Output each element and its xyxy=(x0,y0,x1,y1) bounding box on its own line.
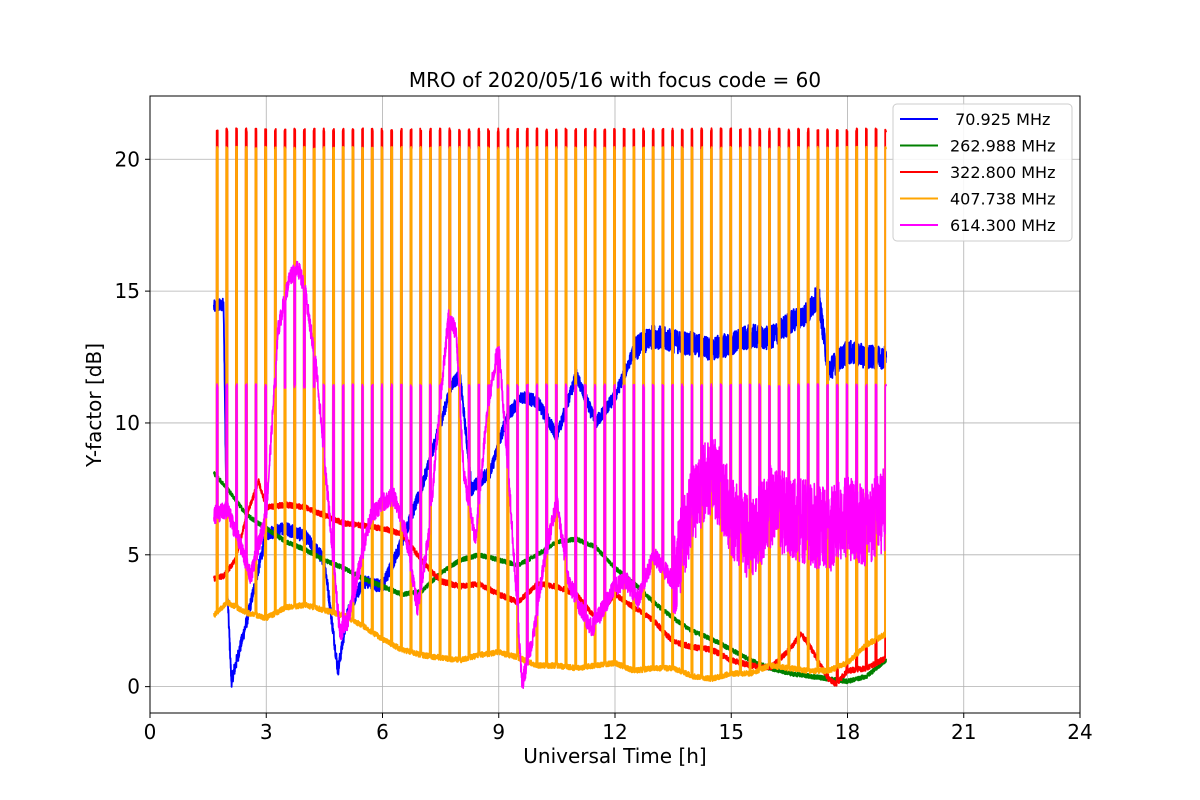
legend-label: 407.738 MHz xyxy=(950,190,1055,209)
x-tick-label: 18 xyxy=(835,720,860,744)
x-tick-label: 9 xyxy=(492,720,505,744)
legend-label: 322.800 MHz xyxy=(950,163,1055,182)
chart-title: MRO of 2020/05/16 with focus code = 60 xyxy=(409,68,821,92)
series-layer xyxy=(213,127,888,690)
y-axis-label: Y-factor [dB] xyxy=(82,343,106,468)
legend-label: 70.925 MHz xyxy=(950,110,1050,129)
x-tick-label: 24 xyxy=(1067,720,1092,744)
x-tick-label: 21 xyxy=(951,720,976,744)
ticks: 0 3 6 9 12 15 18 21 24 0 5 10 15 20 xyxy=(115,147,1093,744)
y-tick-label: 10 xyxy=(115,411,140,435)
y-tick-label: 15 xyxy=(115,279,140,303)
x-axis-label: Universal Time [h] xyxy=(523,744,706,768)
x-tick-label: 12 xyxy=(602,720,627,744)
series-line xyxy=(213,281,888,688)
series-line xyxy=(213,260,887,690)
legend: 70.925 MHz 262.988 MHz 322.800 MHz 407.738 … xyxy=(892,103,1073,242)
legend-entries: 70.925 MHz 262.988 MHz 322.800 MHz 407.738 … xyxy=(900,110,1055,235)
x-tick-label: 15 xyxy=(719,720,744,744)
x-tick-label: 0 xyxy=(144,720,157,744)
x-tick-label: 6 xyxy=(376,720,389,744)
y-tick-label: 20 xyxy=(115,147,140,171)
y-tick-label: 5 xyxy=(127,543,140,567)
y-tick-label: 0 xyxy=(127,675,140,699)
x-tick-label: 3 xyxy=(260,720,273,744)
legend-label: 262.988 MHz xyxy=(950,137,1055,156)
series-line xyxy=(213,145,887,682)
legend-label: 614.300 MHz xyxy=(950,216,1055,235)
plot-area xyxy=(213,127,888,690)
legend-box xyxy=(892,103,1073,242)
